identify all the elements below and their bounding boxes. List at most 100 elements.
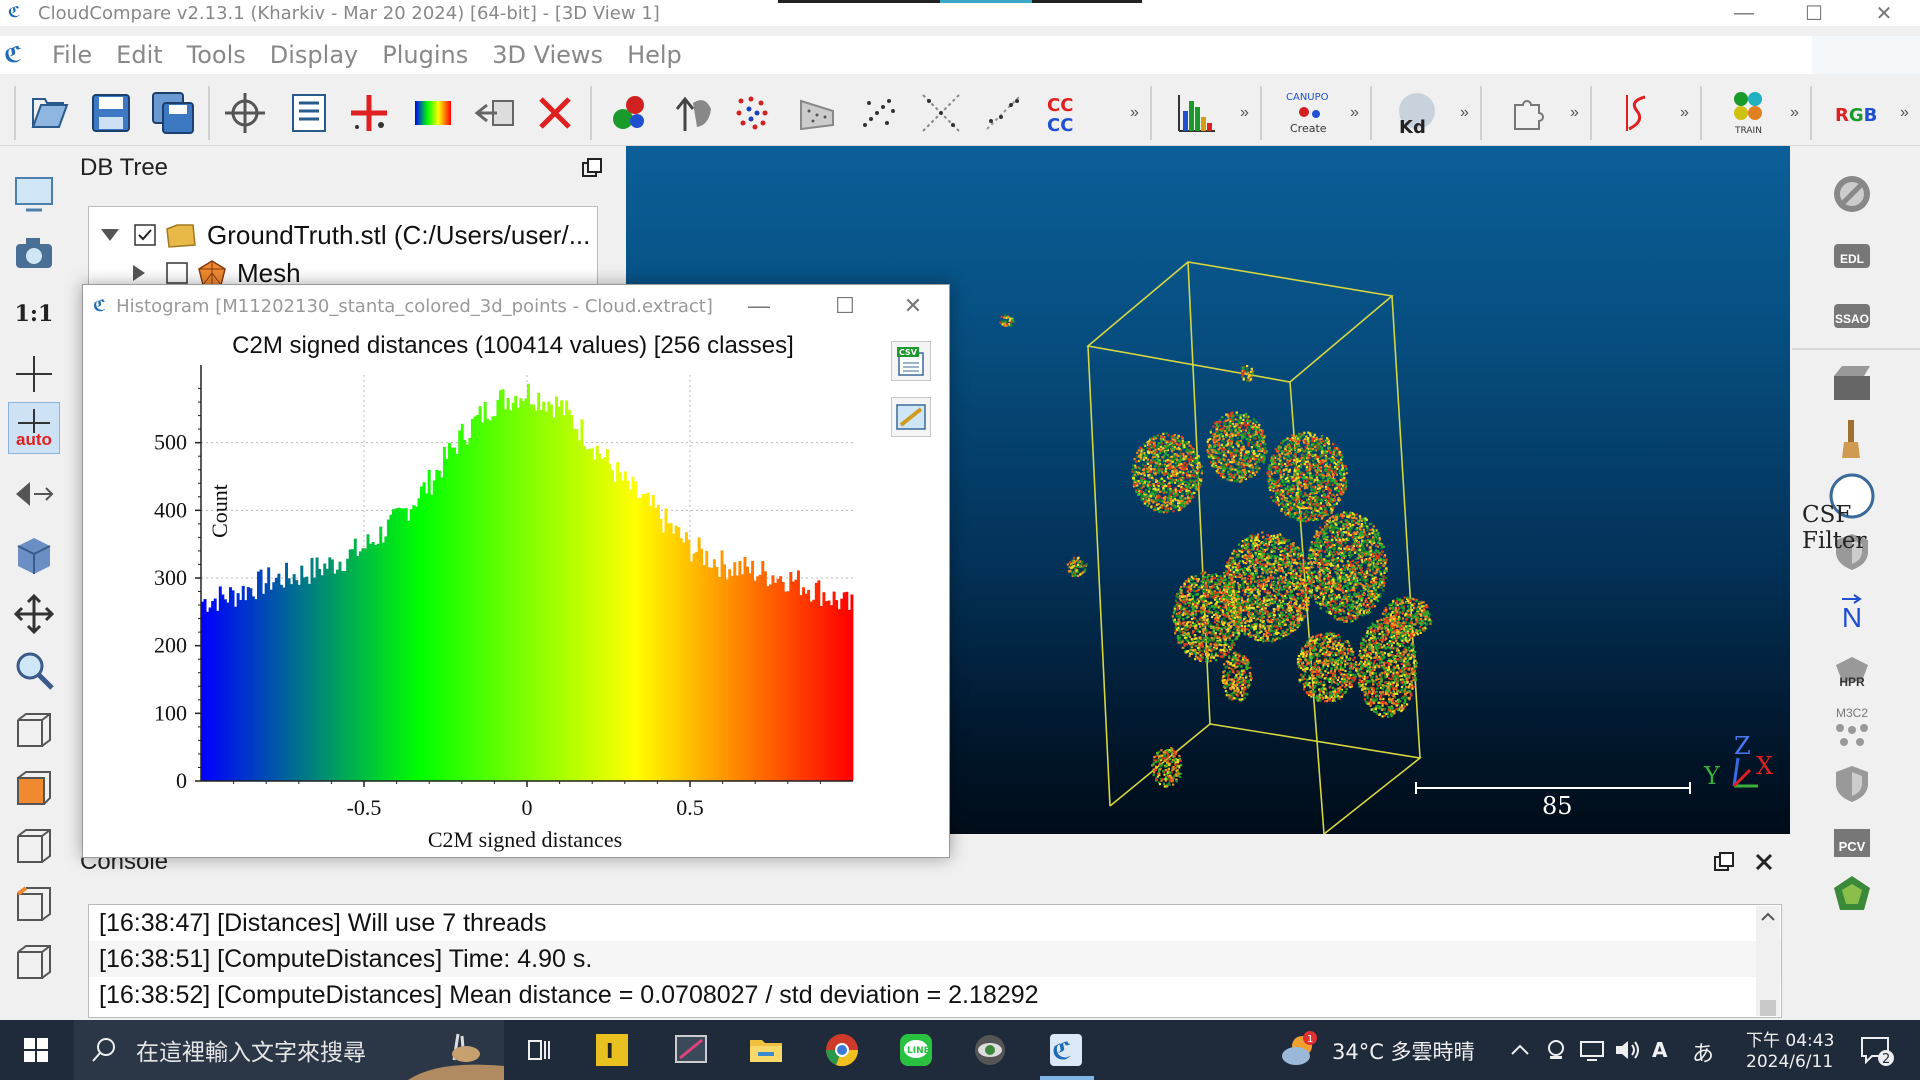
volume-tray-icon[interactable] bbox=[1608, 1030, 1648, 1070]
open-icon[interactable] bbox=[24, 88, 74, 138]
menu-3d-views[interactable]: 3D Views bbox=[492, 41, 604, 69]
north-arrow-button[interactable]: N bbox=[1824, 586, 1880, 638]
properties-list-icon[interactable] bbox=[284, 88, 334, 138]
fullscreen-icon[interactable] bbox=[8, 168, 60, 220]
zoom-1to1-button[interactable]: 1:1 bbox=[14, 301, 54, 327]
pcv-button[interactable]: PCV bbox=[1824, 814, 1880, 866]
view-front-icon[interactable] bbox=[8, 704, 60, 756]
clock-time[interactable]: 下午 04:43 bbox=[1746, 1031, 1835, 1051]
delete-icon[interactable] bbox=[530, 88, 580, 138]
save-icon[interactable] bbox=[86, 88, 136, 138]
shield-icon[interactable] bbox=[1824, 526, 1880, 578]
m3c2-button[interactable]: M3C2 bbox=[1824, 702, 1880, 754]
expand-arrow-icon[interactable] bbox=[97, 225, 125, 245]
toolbar-more-6[interactable]: » bbox=[1680, 104, 1689, 121]
minimize-button[interactable]: — bbox=[1734, 1, 1754, 24]
histogram-maximize-button[interactable]: ☐ bbox=[835, 293, 855, 318]
cloudcompare-taskbar-icon[interactable]: ℭ bbox=[1046, 1030, 1086, 1070]
line-app-icon[interactable]: LINE bbox=[896, 1030, 936, 1070]
cc-icon[interactable]: CC CC bbox=[1040, 88, 1090, 138]
clock-date[interactable]: 2024/6/11 bbox=[1746, 1052, 1834, 1072]
console-log[interactable]: [16:38:47] [Distances] Will use 7 thread… bbox=[88, 904, 1782, 1018]
zoom-icon[interactable] bbox=[8, 644, 60, 696]
camera-icon[interactable] bbox=[8, 228, 60, 280]
notification-center-icon[interactable]: 2 bbox=[1856, 1030, 1896, 1070]
console-close-icon[interactable] bbox=[1754, 852, 1774, 872]
toolbar-more-5[interactable]: » bbox=[1570, 104, 1579, 121]
rgb-icon[interactable]: RGB bbox=[1832, 88, 1882, 138]
view-right-icon[interactable] bbox=[8, 936, 60, 988]
export-icon[interactable] bbox=[470, 88, 520, 138]
menu-tools[interactable]: Tools bbox=[186, 41, 246, 69]
menu-file[interactable]: File bbox=[52, 41, 93, 69]
tray-expand-icon[interactable] bbox=[1500, 1030, 1540, 1070]
canupo-icon[interactable]: CANUPO Create bbox=[1284, 88, 1334, 138]
view-top-icon[interactable] bbox=[8, 762, 60, 814]
tree-item-groundtruth[interactable]: GroundTruth.stl (C:/Users/user/... bbox=[89, 217, 590, 253]
console-scrollbar[interactable] bbox=[1756, 906, 1780, 1016]
scroll-up-icon[interactable] bbox=[1756, 906, 1780, 926]
cube-view-icon[interactable] bbox=[8, 528, 60, 580]
normal-icon[interactable] bbox=[978, 88, 1028, 138]
perspective-icon[interactable] bbox=[8, 468, 60, 520]
toolbar-more-3[interactable]: » bbox=[1350, 104, 1359, 121]
hpr-button[interactable]: HPR bbox=[1824, 646, 1880, 698]
view-left-icon[interactable] bbox=[8, 878, 60, 930]
noise-filter-icon[interactable] bbox=[854, 88, 904, 138]
shield-icon-2[interactable] bbox=[1824, 758, 1880, 810]
tree-item-mesh[interactable]: Mesh bbox=[125, 255, 301, 291]
snipping-tool-icon[interactable] bbox=[672, 1030, 712, 1070]
view-back-icon[interactable] bbox=[8, 820, 60, 872]
filter-icon[interactable] bbox=[792, 88, 842, 138]
file-explorer-icon[interactable] bbox=[746, 1030, 786, 1070]
network-tray-icon[interactable] bbox=[1572, 1030, 1612, 1070]
task-view-icon[interactable] bbox=[520, 1030, 560, 1070]
point-pick-icon[interactable] bbox=[344, 88, 394, 138]
brush-icon[interactable] bbox=[1824, 414, 1880, 466]
scrollbar-thumb[interactable] bbox=[1760, 1000, 1776, 1016]
tree-checkbox-checked[interactable] bbox=[133, 223, 157, 247]
grid-icon[interactable] bbox=[916, 88, 966, 138]
pro-app-icon[interactable]: I bbox=[592, 1030, 632, 1070]
taskbar-search-box[interactable]: 在這裡輸入文字來搜尋 bbox=[74, 1020, 504, 1080]
compass-icon[interactable] bbox=[1824, 470, 1880, 522]
animation-icon[interactable] bbox=[1824, 358, 1880, 410]
disable-icon[interactable] bbox=[1824, 168, 1880, 220]
toolbar-more-4[interactable]: » bbox=[1460, 104, 1469, 121]
menu-plugins[interactable]: Plugins bbox=[382, 41, 469, 69]
chrome-icon[interactable] bbox=[822, 1030, 862, 1070]
menu-help[interactable]: Help bbox=[627, 41, 682, 69]
pentagon-icon[interactable] bbox=[1824, 868, 1880, 920]
ime-mode-indicator[interactable]: A bbox=[1652, 1038, 1668, 1062]
toolbar-more-2[interactable]: » bbox=[1240, 104, 1249, 121]
close-button[interactable]: ✕ bbox=[1875, 2, 1893, 25]
puzzle-icon[interactable] bbox=[1504, 88, 1554, 138]
toolbar-more-7[interactable]: » bbox=[1790, 104, 1799, 121]
webcam-tray-icon[interactable] bbox=[1536, 1030, 1576, 1070]
console-float-icon[interactable] bbox=[1714, 852, 1734, 872]
toolbar-more-1[interactable]: » bbox=[1130, 104, 1139, 121]
save-all-icon[interactable] bbox=[148, 88, 198, 138]
ime-language-indicator[interactable]: あ bbox=[1692, 1042, 1715, 1067]
ssao-shader-button[interactable]: SSAO bbox=[1824, 288, 1880, 340]
scalar-color-icon[interactable] bbox=[408, 88, 458, 138]
segment-icon[interactable] bbox=[668, 88, 718, 138]
histogram-icon[interactable] bbox=[1172, 88, 1222, 138]
csf-filter-label[interactable]: CSF Filter bbox=[1802, 502, 1867, 554]
tree-checkbox-unchecked[interactable] bbox=[165, 261, 189, 285]
export-image-button[interactable] bbox=[891, 397, 931, 437]
maximize-button[interactable]: ☐ bbox=[1805, 2, 1823, 25]
m3c2-train-icon[interactable]: TRAIN bbox=[1724, 88, 1774, 138]
subsample-icon[interactable] bbox=[728, 88, 778, 138]
pan-icon[interactable] bbox=[8, 588, 60, 640]
crosshair-icon[interactable] bbox=[8, 348, 60, 400]
weather-text[interactable]: 34°C 多雲時晴 bbox=[1332, 1040, 1475, 1064]
eye-app-icon[interactable] bbox=[970, 1030, 1010, 1070]
menu-display[interactable]: Display bbox=[269, 41, 359, 69]
windows-start-icon[interactable] bbox=[16, 1030, 56, 1070]
menu-edit[interactable]: Edit bbox=[116, 41, 163, 69]
pick-rotation-center-icon[interactable] bbox=[220, 88, 270, 138]
merge-icon[interactable] bbox=[604, 88, 654, 138]
collapse-arrow-icon[interactable] bbox=[127, 261, 151, 285]
histogram-chart[interactable]: C2M signed distances (100414 values) [25… bbox=[83, 325, 883, 855]
